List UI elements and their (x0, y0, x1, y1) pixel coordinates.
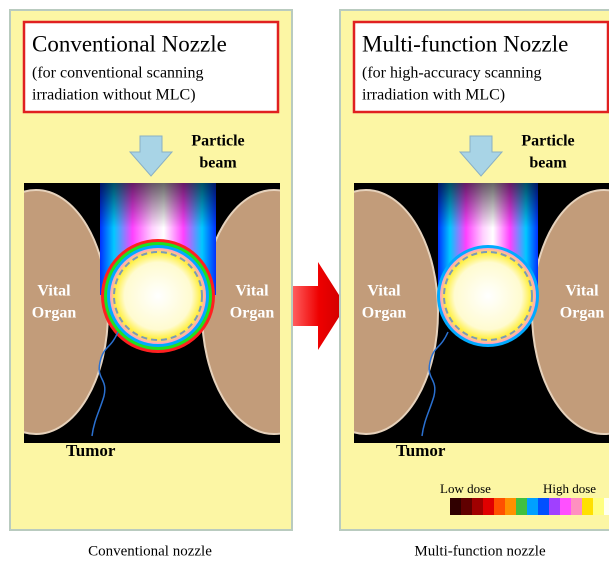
organ-label: Organ (362, 305, 407, 322)
dose-view: Vital Organ Vital Organ (24, 183, 280, 443)
legend-high: High dose (543, 481, 596, 496)
title-box (352, 20, 609, 114)
legend-swatch (516, 498, 527, 515)
legend-swatch (494, 498, 505, 515)
organ-label: Organ (230, 305, 275, 322)
tumor-label: Tumor (396, 441, 446, 460)
beam-arrow (128, 135, 174, 177)
dose-view: Vital Organ Vital Organ (354, 183, 609, 443)
organ (354, 189, 439, 435)
tumor-pointer (91, 331, 119, 437)
legend: Low dose High dose (440, 481, 609, 515)
legend-swatch (538, 498, 549, 515)
legend-swatch (527, 498, 538, 515)
panel: Multi-function Nozzle (for high-accuracy … (339, 9, 609, 559)
legend-swatch (560, 498, 571, 515)
organ-label: Vital (565, 283, 599, 300)
subtitle: irradiation with MLC) (362, 87, 505, 104)
title: Conventional Nozzle (32, 31, 227, 56)
beam-label: Particle (521, 133, 574, 150)
legend-swatch (582, 498, 593, 515)
legend-swatch (604, 498, 609, 515)
caption: Multi-function nozzle (414, 543, 546, 559)
transition-arrow (292, 262, 346, 350)
legend-swatch (549, 498, 560, 515)
organ-label: Organ (32, 305, 77, 322)
tumor-outline (443, 251, 533, 341)
legend-low: Low dose (440, 481, 491, 496)
tumor-outline (113, 251, 203, 341)
organ-label: Vital (367, 283, 401, 300)
tumor-dose (110, 248, 206, 344)
beam-label: beam (529, 155, 567, 172)
subtitle: (for conventional scanning (32, 65, 204, 82)
legend-swatch (472, 498, 483, 515)
organ-label: Vital (235, 283, 269, 300)
title-box (22, 20, 280, 114)
legend-swatch (505, 498, 516, 515)
tumor-dose (440, 248, 536, 344)
subtitle: irradiation without MLC) (32, 87, 196, 104)
organ-label: Organ (560, 305, 605, 322)
panel: Conventional Nozzle (for conventional sca… (9, 9, 293, 559)
tumor-pointer (421, 331, 449, 437)
tumor-label: Tumor (66, 441, 116, 460)
beam-label: beam (199, 155, 237, 172)
legend-swatch (483, 498, 494, 515)
legend-swatch (571, 498, 582, 515)
legend-swatch (450, 498, 461, 515)
title: Multi-function Nozzle (362, 31, 568, 56)
organ-label: Vital (37, 283, 71, 300)
beam-label: Particle (191, 133, 244, 150)
legend-swatch (593, 498, 604, 515)
legend-swatch (461, 498, 472, 515)
caption: Conventional nozzle (88, 543, 212, 559)
subtitle: (for high-accuracy scanning (362, 65, 541, 82)
beam-arrow (458, 135, 504, 177)
